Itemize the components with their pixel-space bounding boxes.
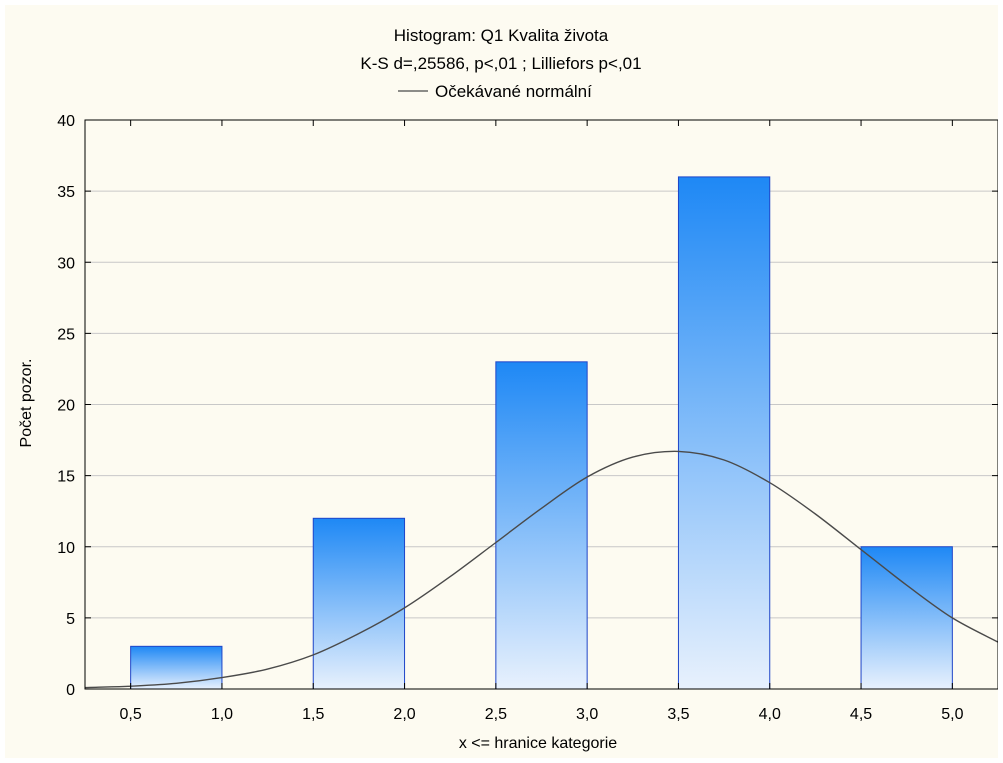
chart-title: Histogram: Q1 Kvalita života xyxy=(394,26,609,45)
histogram-bar-4 xyxy=(860,546,953,690)
x-tick-label-8: 4,5 xyxy=(850,706,872,723)
x-tick-label-7: 4,0 xyxy=(759,706,781,723)
histogram-bar-2 xyxy=(495,361,588,690)
x-axis-title: x <= hranice kategorie xyxy=(459,735,617,752)
chart-frame: Histogram: Q1 Kvalita života K-S d=,2558… xyxy=(5,5,999,758)
y-tick-label-7: 35 xyxy=(57,184,75,201)
tick-labels: 0 5 10 15 20 25 30 35 40 0,5 1,0 1,5 2,0 2,5 3,0 3,5 4,0… xyxy=(57,113,998,723)
y-tick-label-4: 20 xyxy=(57,398,75,415)
normal-curve xyxy=(84,450,999,689)
legend-label: Očekávané normální xyxy=(435,82,592,101)
x-tick-label-2: 1,5 xyxy=(302,706,324,723)
histogram-bar-1 xyxy=(312,517,406,690)
x-tick-label-9: 5,0 xyxy=(941,706,963,723)
y-tick-label-1: 5 xyxy=(66,611,75,628)
normal-curve-layer xyxy=(84,450,999,689)
chart-subtitle: K-S d=,25586, p<,01 ; Lilliefors p<,01 xyxy=(360,54,641,73)
y-tick-label-2: 10 xyxy=(57,540,75,557)
x-tick-label-1: 1,0 xyxy=(211,706,233,723)
y-tick-label-6: 30 xyxy=(57,255,75,272)
histogram-chart: Histogram: Q1 Kvalita života K-S d=,2558… xyxy=(18,26,999,752)
y-axis-title: Počet pozor. xyxy=(18,359,35,448)
y-tick-label-8: 40 xyxy=(57,113,75,130)
histogram-bars xyxy=(130,176,953,690)
y-tick-label-5: 25 xyxy=(57,326,75,343)
x-tick-label-5: 3,0 xyxy=(576,706,598,723)
x-tick-label-0: 0,5 xyxy=(120,706,142,723)
x-tick-label-4: 2,5 xyxy=(485,706,507,723)
y-tick-label-3: 15 xyxy=(57,469,75,486)
x-tick-label-3: 2,0 xyxy=(393,706,415,723)
y-tick-label-0: 0 xyxy=(66,682,75,699)
histogram-bar-3 xyxy=(677,176,771,690)
x-tick-label-6: 3,5 xyxy=(667,706,689,723)
histogram-bar-0 xyxy=(130,645,223,690)
